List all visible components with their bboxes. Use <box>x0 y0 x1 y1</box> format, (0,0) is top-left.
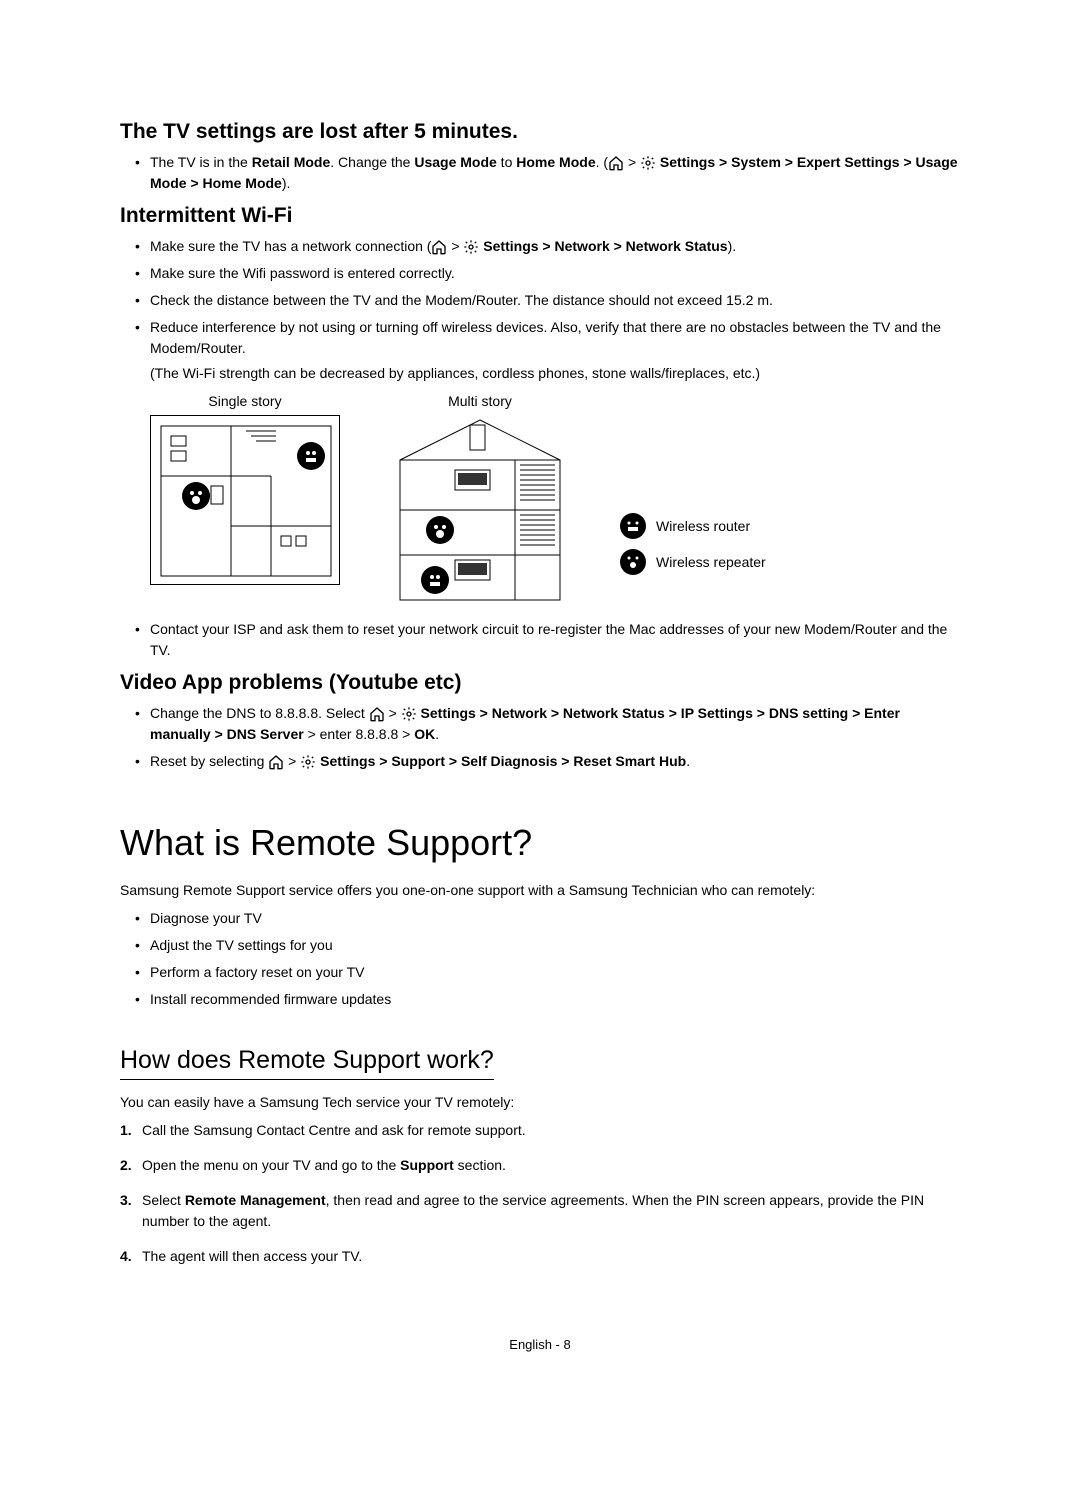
legend: Wireless router Wireless repeater <box>620 513 766 575</box>
diagram-row: Single story Multi story <box>150 393 960 605</box>
intro-text: Samsung Remote Support service offers yo… <box>120 882 960 898</box>
step-item: Select Remote Management, then read and … <box>120 1190 960 1232</box>
heading-tv-settings: The TV settings are lost after 5 minutes… <box>120 120 960 144</box>
list-item: Reset by selecting > Settings > Support … <box>135 751 960 772</box>
heading-remote-support: What is Remote Support? <box>120 822 960 864</box>
text-bold: Settings > Support > Self Diagnosis > Re… <box>316 753 686 769</box>
list-item: Make sure the TV has a network connectio… <box>135 236 960 257</box>
router-icon <box>620 513 646 539</box>
text-bold: Remote Management <box>185 1192 326 1208</box>
heading-wifi: Intermittent Wi-Fi <box>120 204 960 228</box>
text: section. <box>454 1157 506 1173</box>
note-text: (The Wi-Fi strength can be decreased by … <box>150 365 960 381</box>
intro-text: You can easily have a Samsung Tech servi… <box>120 1094 960 1110</box>
diagram-label: Single story <box>208 393 281 409</box>
legend-router: Wireless router <box>620 513 766 539</box>
list-item: Make sure the Wifi password is entered c… <box>135 263 960 284</box>
list-item: Install recommended firmware updates <box>135 989 960 1010</box>
text: . Change the <box>330 154 414 170</box>
legend-label: Wireless repeater <box>656 554 766 570</box>
text: Open the menu on your TV and go to the <box>142 1157 400 1173</box>
list-tv-settings: The TV is in the Retail Mode. Change the… <box>120 152 960 194</box>
text: ). <box>282 175 291 191</box>
diagram-multi-story: Multi story <box>380 393 580 605</box>
heading-video: Video App problems (Youtube etc) <box>120 671 960 695</box>
text-bold: Usage Mode <box>414 154 496 170</box>
repeater-icon <box>620 549 646 575</box>
list-item: Perform a factory reset on your TV <box>135 962 960 983</box>
list-item: Check the distance between the TV and th… <box>135 290 960 311</box>
home-icon <box>431 239 447 255</box>
legend-label: Wireless router <box>656 518 750 534</box>
list-video: Change the DNS to 8.8.8.8. Select > Sett… <box>120 703 960 772</box>
list-item: Reduce interference by not using or turn… <box>135 317 960 359</box>
list-wifi: Make sure the TV has a network connectio… <box>120 236 960 359</box>
text: Change the DNS to 8.8.8.8. Select <box>150 705 369 721</box>
text: ). <box>728 238 737 254</box>
step-item: Open the menu on your TV and go to the S… <box>120 1155 960 1176</box>
legend-repeater: Wireless repeater <box>620 549 766 575</box>
gear-icon <box>401 706 417 722</box>
text: to <box>497 154 516 170</box>
home-icon <box>369 706 385 722</box>
home-icon <box>608 155 624 171</box>
list-item: Diagnose your TV <box>135 908 960 929</box>
text: Reset by selecting <box>150 753 268 769</box>
list-item: The TV is in the Retail Mode. Change the… <box>135 152 960 194</box>
list-item: Contact your ISP and ask them to reset y… <box>135 619 960 661</box>
text-bold: OK <box>414 726 435 742</box>
list-item: Adjust the TV settings for you <box>135 935 960 956</box>
floorplan-multi <box>380 415 580 605</box>
text-bold: Retail Mode <box>252 154 331 170</box>
list-item: Change the DNS to 8.8.8.8. Select > Sett… <box>135 703 960 745</box>
step-item: The agent will then access your TV. <box>120 1246 960 1267</box>
text: . ( <box>596 154 608 170</box>
text-bold: Settings > Network > Network Status <box>479 238 727 254</box>
text-bold: Home Mode <box>516 154 595 170</box>
step-item: Call the Samsung Contact Centre and ask … <box>120 1120 960 1141</box>
home-icon <box>268 754 284 770</box>
page-footer: English - 8 <box>120 1337 960 1352</box>
gear-icon <box>640 155 656 171</box>
list-remote: Diagnose your TV Adjust the TV settings … <box>120 908 960 1010</box>
text: Select <box>142 1192 185 1208</box>
steps-list: Call the Samsung Contact Centre and ask … <box>120 1120 960 1267</box>
diagram-single-story: Single story <box>150 393 340 585</box>
text: > enter 8.8.8.8 > <box>304 726 415 742</box>
text: The TV is in the <box>150 154 252 170</box>
floorplan-single <box>150 415 340 585</box>
gear-icon <box>463 239 479 255</box>
text: Make sure the TV has a network connectio… <box>150 238 431 254</box>
diagram-label: Multi story <box>448 393 512 409</box>
gear-icon <box>300 754 316 770</box>
list-wifi-cont: Contact your ISP and ask them to reset y… <box>120 619 960 661</box>
heading-how-works: How does Remote Support work? <box>120 1046 494 1080</box>
text-bold: Support <box>400 1157 454 1173</box>
